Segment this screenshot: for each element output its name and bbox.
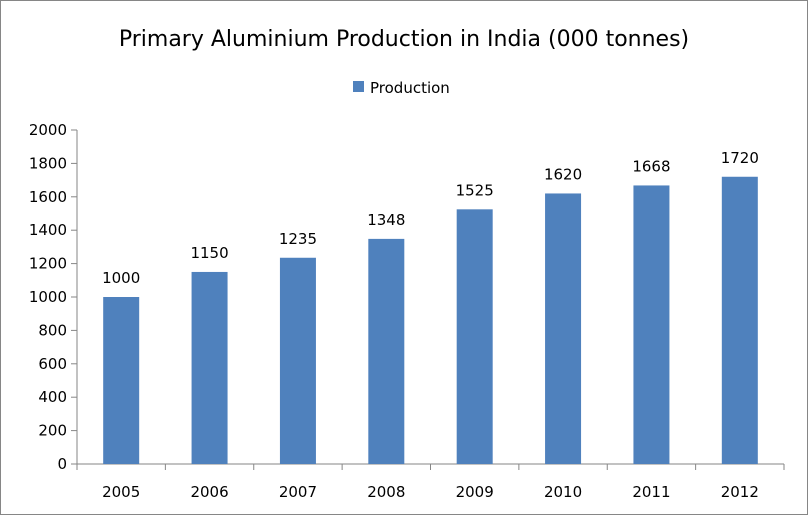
plot-area: 0 200 400 600 800 1000 1200 1400 1600 1800 2000 100… [29, 121, 785, 501]
bar [191, 271, 228, 464]
x-tick-label: 2012 [721, 483, 759, 501]
data-label: 1525 [456, 181, 494, 199]
y-tick-label: 1000 [29, 288, 67, 306]
data-label: 1348 [367, 211, 405, 229]
y-tick-label: 1400 [29, 221, 67, 239]
y-tick-label: 800 [38, 321, 67, 339]
bar [545, 193, 582, 464]
x-tick-label: 2009 [456, 483, 494, 501]
legend-swatch [353, 81, 364, 92]
data-label: 1000 [102, 269, 140, 287]
x-tick-label: 2007 [279, 483, 317, 501]
x-tick-label: 2010 [544, 483, 582, 501]
bar [633, 185, 670, 464]
legend: Production [353, 79, 450, 97]
bar [456, 209, 493, 464]
y-tick-label: 1200 [29, 255, 67, 273]
bar [279, 257, 316, 464]
x-tick-label: 2011 [632, 483, 670, 501]
x-tick-label: 2008 [367, 483, 405, 501]
x-tick-label: 2005 [102, 483, 140, 501]
x-tick-label: 2006 [190, 483, 228, 501]
bar [721, 176, 758, 464]
y-tick-label: 600 [38, 355, 67, 373]
data-label: 1668 [632, 157, 670, 175]
y-tick-label: 2000 [29, 121, 67, 139]
y-tick-label: 0 [57, 455, 67, 473]
data-label: 1150 [190, 244, 228, 262]
y-tick-label: 1800 [29, 154, 67, 172]
y-tick-label: 400 [38, 388, 67, 406]
data-label: 1235 [279, 230, 317, 248]
bar [368, 238, 405, 464]
data-label: 1620 [544, 165, 582, 183]
y-tick-label: 1600 [29, 188, 67, 206]
y-tick-label: 200 [38, 422, 67, 440]
bar [103, 297, 140, 464]
data-label: 1720 [721, 149, 759, 167]
chart-title: Primary Aluminium Production in India (0… [119, 27, 689, 52]
legend-label: Production [370, 79, 450, 97]
